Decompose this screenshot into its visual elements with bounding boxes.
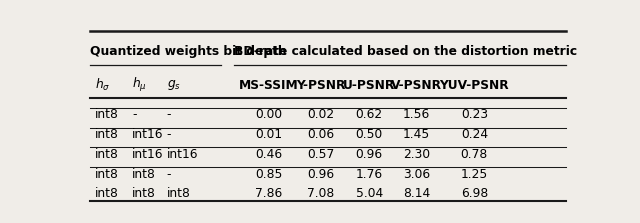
Text: 0.50: 0.50 [356, 128, 383, 141]
Text: int16: int16 [132, 128, 164, 141]
Text: int8: int8 [95, 168, 119, 181]
Text: $g_{s}$: $g_{s}$ [167, 78, 181, 92]
Text: Quantized weights bit depth: Quantized weights bit depth [90, 45, 287, 58]
Text: int8: int8 [95, 148, 119, 161]
Text: U-PSNR: U-PSNR [343, 79, 396, 92]
Text: MS-SSIM: MS-SSIM [239, 79, 298, 92]
Text: int8: int8 [95, 108, 119, 121]
Text: int16: int16 [167, 148, 198, 161]
Text: 2.30: 2.30 [403, 148, 430, 161]
Text: YUV-PSNR: YUV-PSNR [440, 79, 509, 92]
Text: 0.02: 0.02 [307, 108, 334, 121]
Text: 0.01: 0.01 [255, 128, 282, 141]
Text: 0.78: 0.78 [461, 148, 488, 161]
Text: $h_{\sigma}$: $h_{\sigma}$ [95, 77, 110, 93]
Text: 0.96: 0.96 [356, 148, 383, 161]
Text: int8: int8 [95, 128, 119, 141]
Text: 6.98: 6.98 [461, 187, 488, 200]
Text: V-PSNR: V-PSNR [391, 79, 442, 92]
Text: 1.56: 1.56 [403, 108, 430, 121]
Text: 3.06: 3.06 [403, 168, 430, 181]
Text: 0.00: 0.00 [255, 108, 282, 121]
Text: $h_{\mu}$: $h_{\mu}$ [132, 76, 147, 94]
Text: 0.46: 0.46 [255, 148, 282, 161]
Text: 0.24: 0.24 [461, 128, 488, 141]
Text: int8: int8 [132, 168, 156, 181]
Text: 7.86: 7.86 [255, 187, 282, 200]
Text: 1.25: 1.25 [461, 168, 488, 181]
Text: 7.08: 7.08 [307, 187, 334, 200]
Text: int16: int16 [132, 148, 164, 161]
Text: 0.57: 0.57 [307, 148, 334, 161]
Text: int8: int8 [167, 187, 191, 200]
Text: 1.45: 1.45 [403, 128, 430, 141]
Text: -: - [167, 168, 172, 181]
Text: int8: int8 [132, 187, 156, 200]
Text: Y-PSNR: Y-PSNR [296, 79, 345, 92]
Text: 8.14: 8.14 [403, 187, 430, 200]
Text: BD-rate calculated based on the distortion metric: BD-rate calculated based on the distorti… [234, 45, 577, 58]
Text: 0.96: 0.96 [307, 168, 334, 181]
Text: 0.23: 0.23 [461, 108, 488, 121]
Text: 1.76: 1.76 [356, 168, 383, 181]
Text: int8: int8 [95, 187, 119, 200]
Text: 5.04: 5.04 [356, 187, 383, 200]
Text: 0.62: 0.62 [356, 108, 383, 121]
Text: 0.85: 0.85 [255, 168, 282, 181]
Text: -: - [167, 108, 172, 121]
Text: -: - [167, 128, 172, 141]
Text: -: - [132, 108, 136, 121]
Text: 0.06: 0.06 [307, 128, 334, 141]
